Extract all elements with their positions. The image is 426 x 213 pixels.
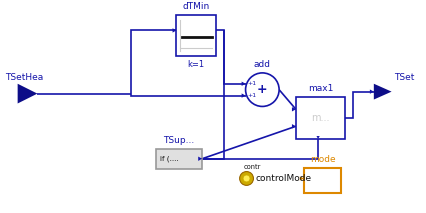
Polygon shape <box>241 94 245 98</box>
Bar <box>295 96 344 139</box>
Text: m...: m... <box>311 113 329 123</box>
Polygon shape <box>291 107 295 111</box>
Circle shape <box>245 73 279 106</box>
Text: k=1: k=1 <box>187 60 204 69</box>
Text: contr: contr <box>243 164 260 170</box>
Polygon shape <box>373 84 391 99</box>
Polygon shape <box>172 28 176 33</box>
Bar <box>303 168 340 193</box>
Text: max1: max1 <box>307 84 332 93</box>
Polygon shape <box>198 157 201 161</box>
Text: +: + <box>256 83 267 96</box>
Text: controlMode: controlMode <box>255 174 311 183</box>
Text: TSetHea: TSetHea <box>5 73 43 82</box>
Bar <box>176 15 216 56</box>
Text: dTMin: dTMin <box>182 2 209 11</box>
Polygon shape <box>316 136 319 139</box>
Text: add: add <box>253 60 270 69</box>
Text: TSet: TSet <box>394 73 414 82</box>
Polygon shape <box>17 84 37 104</box>
Circle shape <box>239 171 253 185</box>
Text: +1: +1 <box>247 81 256 86</box>
Circle shape <box>242 175 249 182</box>
Bar <box>155 149 201 169</box>
Text: if (....: if (.... <box>159 155 178 162</box>
Polygon shape <box>369 89 373 94</box>
Text: mode: mode <box>309 155 334 164</box>
Text: TSup...: TSup... <box>163 136 194 145</box>
Polygon shape <box>241 82 245 86</box>
Text: +1: +1 <box>247 93 256 98</box>
Polygon shape <box>299 176 303 181</box>
Polygon shape <box>291 124 295 128</box>
